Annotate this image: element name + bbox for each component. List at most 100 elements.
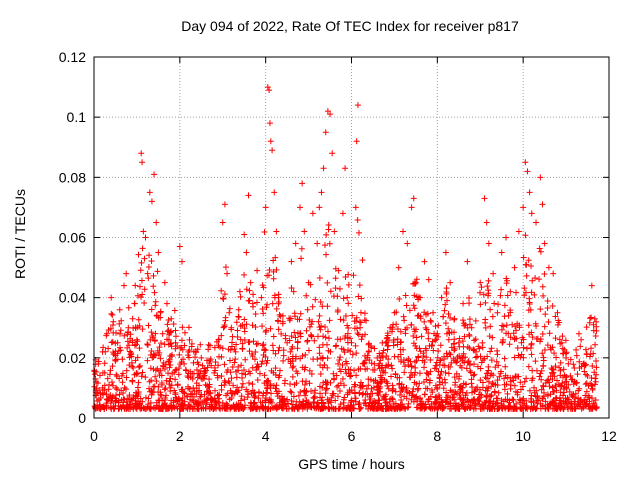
data-point [139,159,146,166]
data-point [528,210,535,217]
data-point [309,210,316,217]
data-point [138,404,145,411]
x-tick-label: 0 [90,428,98,444]
data-point [385,356,392,363]
data-point [263,304,270,311]
data-point [152,405,159,412]
data-point [304,306,311,313]
data-points [91,84,600,412]
data-point [155,367,162,374]
data-point [496,373,503,380]
data-point [472,348,479,355]
data-point [523,261,530,268]
data-point [341,394,348,401]
data-point [125,324,132,331]
data-point [431,365,438,372]
data-point [198,354,205,361]
data-point [442,369,449,376]
data-point [202,381,209,388]
data-point [550,369,557,376]
data-point [141,405,148,412]
data-point [117,330,124,337]
data-point [525,257,532,264]
data-point [533,219,540,226]
data-point [464,344,471,351]
data-point [501,313,508,320]
data-point [239,374,246,381]
data-point [444,403,451,410]
data-point [414,312,421,319]
data-point [368,343,375,350]
data-point [563,385,570,392]
data-point [395,404,402,411]
data-point [185,324,192,331]
data-point [147,388,154,395]
data-point [487,404,494,411]
data-point [547,401,554,408]
data-point [458,364,465,371]
data-point [451,315,458,322]
data-point [272,365,279,372]
data-point [168,397,175,404]
data-point [246,287,253,294]
data-point [159,397,166,404]
data-point [237,293,244,300]
data-point [115,348,122,355]
data-point [507,378,514,385]
data-point [377,372,384,379]
data-point [260,310,267,317]
data-point [567,356,574,363]
data-point [184,393,191,400]
data-point [552,404,559,411]
data-point [266,87,273,94]
data-point [402,292,409,299]
data-point [233,341,240,348]
data-point [279,405,286,412]
data-point [391,353,398,360]
data-point [165,404,172,411]
data-point [457,383,464,390]
data-point [489,380,496,387]
data-point [507,288,514,295]
data-point [164,328,171,335]
data-point [485,378,492,385]
data-point [471,388,478,395]
data-point [384,382,391,389]
data-point [181,342,188,349]
data-point [187,396,194,403]
data-point [240,367,247,374]
data-point [463,365,470,372]
data-point [418,333,425,340]
data-point [551,350,558,357]
data-point [433,393,440,400]
data-point [383,338,390,345]
data-point [427,356,434,363]
data-point [157,405,164,412]
data-point [121,384,128,391]
data-point [524,168,531,175]
data-point [536,373,543,380]
data-point [408,321,415,328]
data-point [357,379,364,386]
data-point [545,376,552,383]
data-point [396,392,403,399]
data-point [441,362,448,369]
data-point [295,392,302,399]
data-point [371,345,378,352]
data-point [129,363,136,370]
data-point [443,398,450,405]
data-point [235,313,242,320]
data-point [186,385,193,392]
data-point [483,384,490,391]
data-point [307,403,314,410]
data-point [403,302,410,309]
data-point [573,346,580,353]
y-tick-label: 0.08 [59,169,86,185]
data-point [206,384,213,391]
data-point [155,249,162,256]
data-point [398,388,405,395]
data-point [416,380,423,387]
data-point [419,357,426,364]
data-point [184,372,191,379]
data-point [167,384,174,391]
